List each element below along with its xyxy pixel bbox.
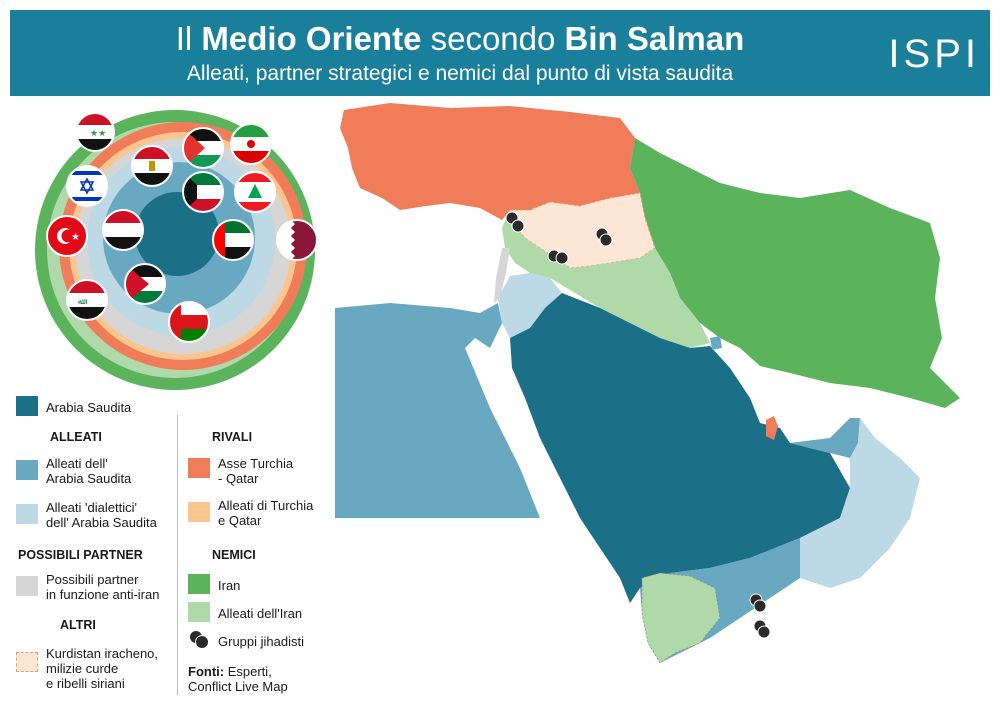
legend-heading-allies: ALLEATI xyxy=(50,430,102,444)
legend-label-partners: Possibili partner in funzione anti-iran xyxy=(46,572,160,602)
flag-uae xyxy=(212,219,254,261)
flag-turkey: ★ xyxy=(46,215,88,257)
legend-label-jihad: Gruppi jihadisti xyxy=(218,634,304,649)
flag-iraq: ﷲ xyxy=(66,279,108,321)
region-turkey xyxy=(340,103,640,220)
legend-divider xyxy=(177,415,178,695)
jihad-group-syria-2 xyxy=(595,227,613,247)
page-title: Il Medio Oriente secondo Bin Salman xyxy=(175,20,745,57)
region-syria-iran-allies xyxy=(502,210,710,348)
flag-yemen xyxy=(102,209,144,251)
jihad-group-yemen-2 xyxy=(753,619,771,639)
legend-swatch-partners xyxy=(16,576,38,596)
flag-qatar xyxy=(276,219,318,261)
svg-text:★: ★ xyxy=(71,232,80,243)
jihad-group-iraq xyxy=(547,249,569,265)
region-oman xyxy=(800,418,920,588)
region-saudi-arabia xyxy=(510,293,850,603)
legend-label-others: Kurdistan iracheno, milizie curde e ribell… xyxy=(46,646,159,691)
flag-israel xyxy=(66,165,108,207)
legend-label-rival-allies: Alleati di Turchia e Qatar xyxy=(218,498,314,528)
ring-saudi-arabia xyxy=(135,192,219,276)
middle-east-map xyxy=(335,103,960,664)
svg-text:★★: ★★ xyxy=(90,128,106,138)
flag-iran xyxy=(230,123,272,165)
region-uae xyxy=(790,418,860,458)
jihad-group-syria-1 xyxy=(505,211,525,233)
region-israel-lebanon xyxy=(494,248,510,303)
jihad-group-yemen-1 xyxy=(749,593,767,613)
flag-lebanon xyxy=(234,171,276,213)
legend-label-allies: Alleati dell' Arabia Saudita xyxy=(46,456,132,486)
flag-egypt xyxy=(131,145,173,187)
legend-heading-rivals: RIVALI xyxy=(212,430,253,444)
legend-label-dialectic: Alleati 'dialettici' dell' Arabia Saudita xyxy=(46,500,157,530)
legend-heading-others: ALTRI xyxy=(60,618,96,632)
legend-swatch-others xyxy=(16,652,38,672)
legend-label-rivals: Asse Turchia - Qatar xyxy=(218,456,294,486)
legend-swatch-allies xyxy=(16,460,38,480)
region-kuwait xyxy=(710,336,722,350)
region-egypt xyxy=(335,303,540,518)
flag-kuwait xyxy=(182,171,224,213)
region-yemen-houthi xyxy=(641,572,721,664)
legend-swatch-rival-allies xyxy=(188,502,210,522)
flag-jordan xyxy=(124,263,166,305)
header-banner: Il Medio Oriente secondo Bin Salman Alle… xyxy=(10,10,990,96)
sources-note: Fonti: Esperti, Conflict Live Map xyxy=(188,664,288,694)
legend-heading-partners: POSSIBILI PARTNER xyxy=(18,548,143,562)
legend-swatch-iran-allies xyxy=(188,602,210,622)
region-qatar xyxy=(766,416,778,440)
region-jordan xyxy=(498,273,562,338)
page-subtitle: Alleati, partner strategici e nemici dal… xyxy=(186,62,734,85)
flag-palestine xyxy=(182,127,224,169)
legend-label-iran: Iran xyxy=(218,578,241,593)
legend-swatch-dialectic xyxy=(16,504,38,524)
region-iran xyxy=(630,138,960,408)
legend-label-saudi: Arabia Saudita xyxy=(46,400,132,415)
flag-oman xyxy=(168,301,210,343)
ispi-logo: ISPI xyxy=(888,32,980,76)
flag-syria: ★★ xyxy=(75,112,115,152)
legend-heading-enemies: NEMICI xyxy=(212,548,256,562)
alliance-circle-diagram: ★★ xyxy=(35,110,318,390)
legend-swatch-iran xyxy=(188,574,210,594)
legend-label-iran-allies: Alleati dell'Iran xyxy=(218,606,303,621)
legend-swatch-jihad-icon xyxy=(189,630,209,649)
legend-swatch-saudi xyxy=(16,396,38,416)
legend: Arabia Saudita ALLEATI Alleati dell' Arab… xyxy=(0,0,330,708)
legend-swatch-rivals xyxy=(188,458,210,478)
